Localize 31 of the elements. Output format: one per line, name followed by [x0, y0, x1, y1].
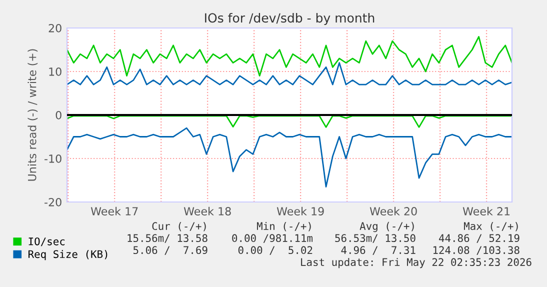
text: Max (-/+) [464, 222, 518, 232]
text: 56.53m/ 13.50 [335, 234, 416, 243]
x-tick-label: Week 19 [276, 206, 324, 216]
x-tick-label: Week 17 [90, 206, 138, 216]
text: Avg (-/+) [360, 222, 414, 232]
line-series [67, 36, 512, 77]
text: 0.00 / 5.02 [238, 246, 312, 255]
text: 4.96 / 7.31 [341, 246, 416, 255]
text: Cur (-/+) [152, 222, 206, 232]
y-axis-title: Units read (-) / write (+) [28, 49, 38, 181]
x-tick-label: Week 18 [184, 206, 231, 216]
y-tick-label: 0 [56, 110, 62, 120]
text: Min (-/+) [256, 222, 311, 232]
text: 124.08 /103.38 [433, 246, 520, 255]
x-tick-label: Week 21 [462, 206, 510, 216]
legend-label: Req Size (KB) [28, 250, 108, 260]
text: 5.06 / 7.69 [133, 246, 208, 255]
chart-title: IOs for /dev/sdb - by month [205, 12, 374, 26]
text: 0.00 /981.11m [232, 234, 313, 243]
text: 44.86 / 52.19 [438, 234, 520, 243]
y-tick-label: -20 [44, 198, 62, 206]
text: 15.56m/ 13.58 [128, 234, 208, 243]
line-series [67, 115, 512, 128]
y-tick-label: 10 [49, 67, 62, 76]
legend-label: IO/sec [28, 237, 65, 246]
x-tick-label: Week 20 [370, 206, 417, 216]
line-series [67, 62, 512, 86]
text: Last update: Fri May 22 02:35:23 2026 [301, 258, 532, 268]
line-series [67, 127, 512, 188]
y-tick-label: 20 [48, 24, 62, 32]
y-tick-label: -10 [44, 154, 62, 163]
